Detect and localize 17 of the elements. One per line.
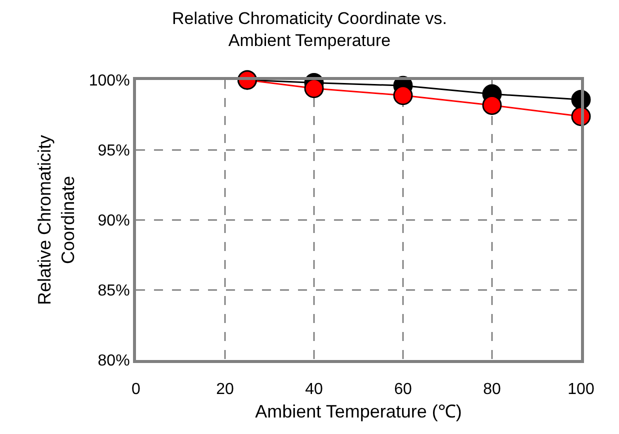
y-tick-label: 95% — [98, 142, 130, 160]
y-tick-label: 80% — [98, 352, 130, 370]
x-tick-label: 60 — [394, 381, 412, 398]
x-tick-label: 80 — [483, 381, 501, 398]
point — [304, 78, 324, 98]
y-axis-title: Relative Chromaticity Coordinate — [34, 134, 78, 306]
y-tick-label: 90% — [98, 212, 130, 230]
x-tick-label: 40 — [305, 381, 323, 398]
x-tick-label: 0 — [132, 381, 141, 398]
x-tick-label: 20 — [216, 381, 234, 398]
x-tick-label: 100 — [568, 381, 594, 398]
y-tick-label: 100% — [88, 72, 130, 90]
x-axis-title: Ambient Temperature (℃) — [255, 401, 462, 422]
y-tick-label: 85% — [98, 282, 130, 300]
point — [393, 86, 413, 106]
chart-title: Relative Chromaticity Coordinate vs. Ambient Temperature — [172, 8, 447, 50]
point — [482, 95, 502, 115]
